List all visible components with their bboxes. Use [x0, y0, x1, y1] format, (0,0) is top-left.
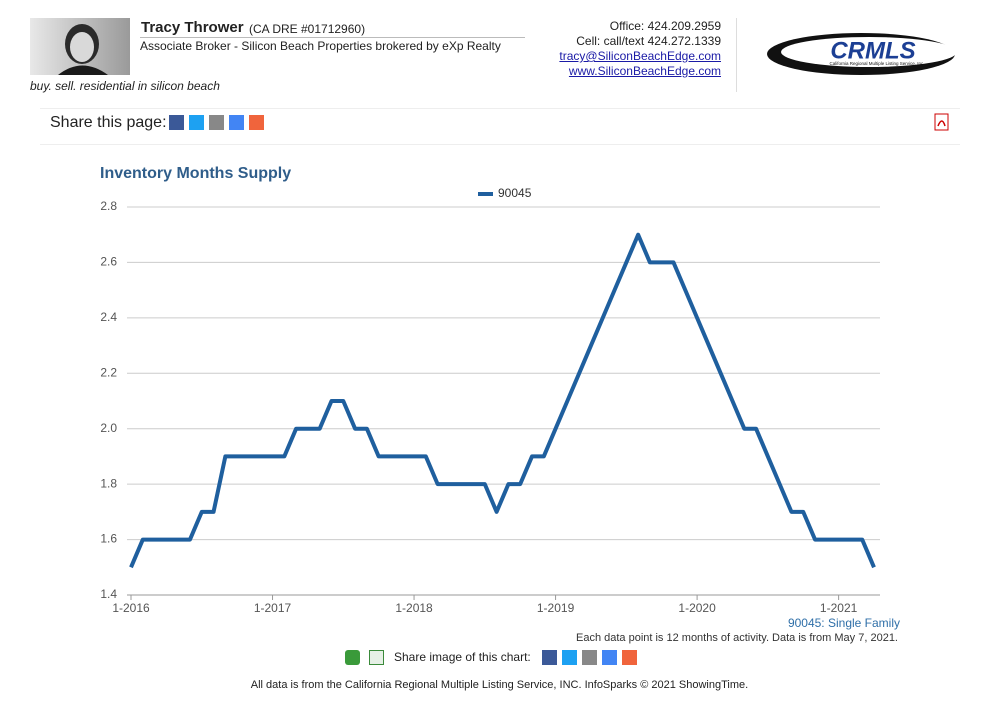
y-tick-label: 2.4	[100, 310, 117, 324]
agent-photo	[30, 18, 130, 75]
office-phone: Office: 424.209.2959	[609, 19, 721, 33]
share-facebook[interactable]	[542, 650, 557, 665]
x-tick-label: 1-2021	[820, 601, 858, 615]
x-tick-label: 1-2017	[254, 601, 292, 615]
agent-role: Associate Broker - Silicon Beach Propert…	[140, 39, 501, 53]
share-image-label: Share image of this chart:	[394, 650, 531, 664]
pdf-icon[interactable]	[933, 113, 951, 131]
share-google[interactable]	[602, 650, 617, 665]
y-tick-label: 1.4	[100, 587, 117, 601]
y-tick-label: 2.6	[100, 255, 117, 269]
chart-footnote: Each data point is 12 months of activity…	[575, 632, 898, 644]
tagline: buy. sell. residential in silicon beach	[30, 79, 220, 93]
website-link[interactable]: www.SiliconBeachEdge.com	[568, 64, 721, 78]
share-facebook[interactable]	[169, 115, 184, 130]
divider	[140, 37, 525, 38]
share-more[interactable]	[249, 115, 264, 130]
x-tick-label: 1-2019	[537, 601, 575, 615]
y-tick-label: 1.6	[100, 532, 117, 546]
divider	[40, 108, 960, 109]
series-note: 90045: Single Family	[787, 616, 900, 630]
share-more[interactable]	[622, 650, 637, 665]
y-tick-label: 2.0	[100, 421, 117, 435]
email-link[interactable]: tracy@SiliconBeachEdge.com	[559, 49, 721, 63]
excel-icon[interactable]	[369, 650, 384, 665]
agent-name: Tracy Thrower	[141, 19, 244, 36]
x-tick-label: 1-2018	[395, 601, 433, 615]
share-twitter[interactable]	[189, 115, 204, 130]
legend-label: 90045	[498, 186, 532, 200]
divider	[40, 144, 960, 145]
y-tick-label: 2.2	[100, 365, 117, 379]
share-chart-icon[interactable]	[345, 650, 360, 665]
y-tick-label: 2.8	[100, 199, 117, 213]
share-google[interactable]	[229, 115, 244, 130]
divider	[736, 18, 737, 92]
agent-license: (CA DRE #01712960)	[249, 22, 366, 36]
share-label: Share this page:	[50, 114, 167, 131]
x-tick-label: 1-2016	[112, 601, 150, 615]
crmls-logo: CRMLS California Regional Multiple Listi…	[767, 33, 957, 75]
share-twitter[interactable]	[562, 650, 577, 665]
x-tick-label: 1-2020	[678, 601, 716, 615]
series-line	[129, 232, 876, 569]
share-email[interactable]	[209, 115, 224, 130]
cell-phone: Cell: call/text 424.272.1339	[576, 34, 721, 48]
chart-title: Inventory Months Supply	[100, 165, 291, 182]
chart: Inventory Months Supply 1.4 1.6 1.8 2.0 2.2 2…	[100, 165, 880, 615]
logo-caption: California Regional Multiple Listing Ser…	[829, 61, 924, 66]
y-tick-label: 1.8	[100, 476, 117, 490]
logo-text: CRMLS	[830, 37, 915, 64]
footer: All data is from the California Regional…	[250, 679, 749, 691]
share-email[interactable]	[582, 650, 597, 665]
